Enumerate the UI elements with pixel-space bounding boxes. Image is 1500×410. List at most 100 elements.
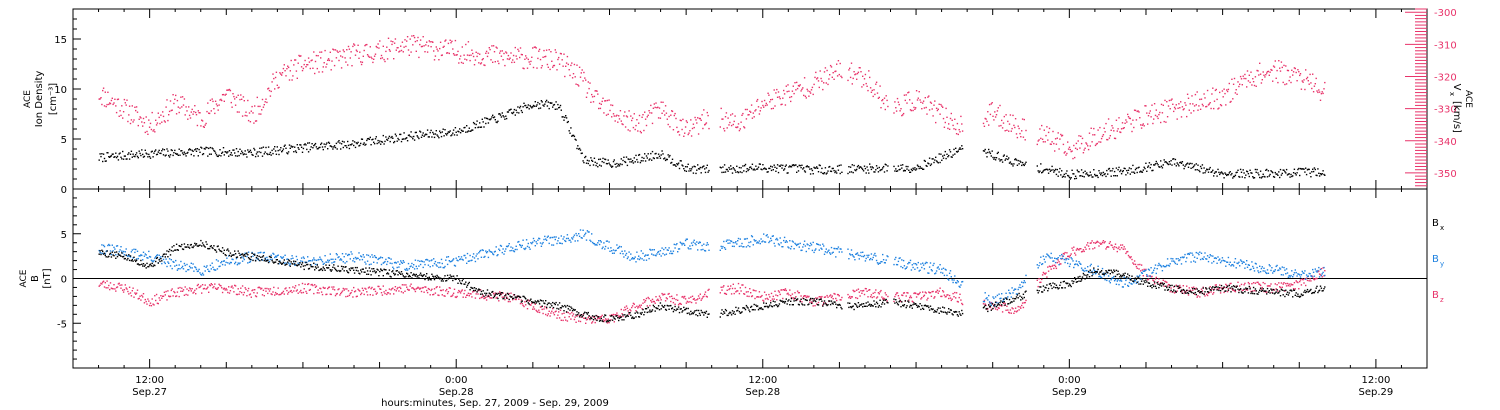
velocity-point [1154, 114, 1157, 117]
density-point [160, 152, 162, 155]
density-point [638, 154, 640, 156]
bz-point [607, 318, 609, 320]
by-point [401, 262, 404, 264]
velocity-point [1282, 81, 1284, 84]
bz-point [822, 304, 824, 306]
by-point [357, 257, 359, 260]
bz-point [142, 296, 144, 298]
bz-point [780, 289, 782, 291]
velocity-point [404, 39, 406, 41]
velocity-point [621, 123, 623, 125]
velocity-point [1229, 101, 1231, 103]
density-point [142, 153, 144, 156]
velocity-point [350, 51, 352, 53]
density-point [510, 108, 512, 110]
density-point [114, 156, 116, 158]
density-point [1048, 168, 1051, 170]
density-point [1121, 170, 1124, 173]
density-point [614, 163, 616, 165]
density-point [869, 163, 871, 165]
density-point [1200, 167, 1203, 170]
by-point [181, 265, 184, 268]
bz-point [324, 287, 326, 289]
density-point [259, 147, 261, 149]
density-point [944, 150, 946, 153]
bz-point [1055, 267, 1058, 270]
density-point [866, 166, 868, 168]
bz-point [1100, 243, 1102, 245]
velocity-point [1295, 71, 1297, 74]
density-point [922, 168, 924, 170]
velocity-point [643, 129, 645, 132]
bz-point [293, 290, 295, 292]
velocity-point [184, 114, 186, 116]
velocity-point [420, 45, 423, 48]
by-point [564, 239, 566, 242]
velocity-point [187, 118, 189, 120]
density-point [875, 169, 877, 171]
bz-point [833, 292, 835, 295]
velocity-point [113, 102, 115, 104]
density-point [324, 146, 326, 148]
velocity-point [1088, 132, 1091, 134]
bz-point [479, 297, 481, 300]
density-point [947, 156, 949, 158]
density-point [1198, 169, 1200, 172]
bz-point [1287, 284, 1290, 287]
velocity-point [1258, 74, 1260, 76]
bz-point [492, 293, 495, 295]
bz-point [407, 289, 410, 291]
density-point [212, 148, 214, 150]
bz-point [1205, 287, 1207, 290]
velocity-point [770, 108, 773, 110]
density-point [648, 159, 650, 161]
bz-point [175, 295, 177, 298]
density-point [915, 168, 918, 170]
density-point [1074, 175, 1077, 177]
velocity-point [197, 110, 199, 112]
by-point [638, 255, 640, 257]
bz-point [279, 293, 281, 296]
by-point [179, 268, 181, 270]
by-point [493, 251, 496, 253]
bz-point [869, 296, 872, 298]
velocity-point [1119, 131, 1121, 133]
bz-point [294, 285, 297, 287]
density-point [268, 153, 271, 155]
velocity-point [223, 100, 225, 102]
velocity-axis-label-sub: x [1448, 92, 1456, 96]
velocity-point [1259, 73, 1262, 75]
velocity-point [651, 112, 653, 114]
density-point [135, 154, 137, 156]
bz-point [726, 289, 728, 291]
bz-point [1180, 291, 1183, 293]
velocity-point [1218, 107, 1220, 109]
by-point [469, 254, 471, 257]
density-point [206, 147, 208, 149]
velocity-point [1219, 91, 1221, 94]
velocity-point [1312, 91, 1315, 93]
bz-point [1050, 268, 1052, 270]
density-point [1244, 177, 1246, 179]
by-point [428, 260, 430, 262]
density-point [861, 167, 863, 170]
by-point [771, 235, 774, 237]
density-point [1137, 167, 1139, 169]
bz-point [156, 302, 159, 304]
velocity-point [1146, 112, 1148, 114]
density-point [1140, 171, 1143, 173]
velocity-point [1114, 137, 1117, 140]
density-point [860, 166, 862, 168]
velocity-point [950, 112, 952, 115]
velocity-point [941, 105, 943, 107]
density-point [182, 153, 185, 156]
density-point [128, 152, 130, 154]
density-point [591, 159, 593, 162]
velocity-point [921, 108, 923, 110]
bz-point [616, 312, 618, 314]
velocity-point [271, 81, 273, 83]
density-point [1014, 158, 1016, 161]
velocity-point [875, 83, 877, 85]
density-point [479, 126, 482, 128]
velocity-point [146, 130, 148, 133]
